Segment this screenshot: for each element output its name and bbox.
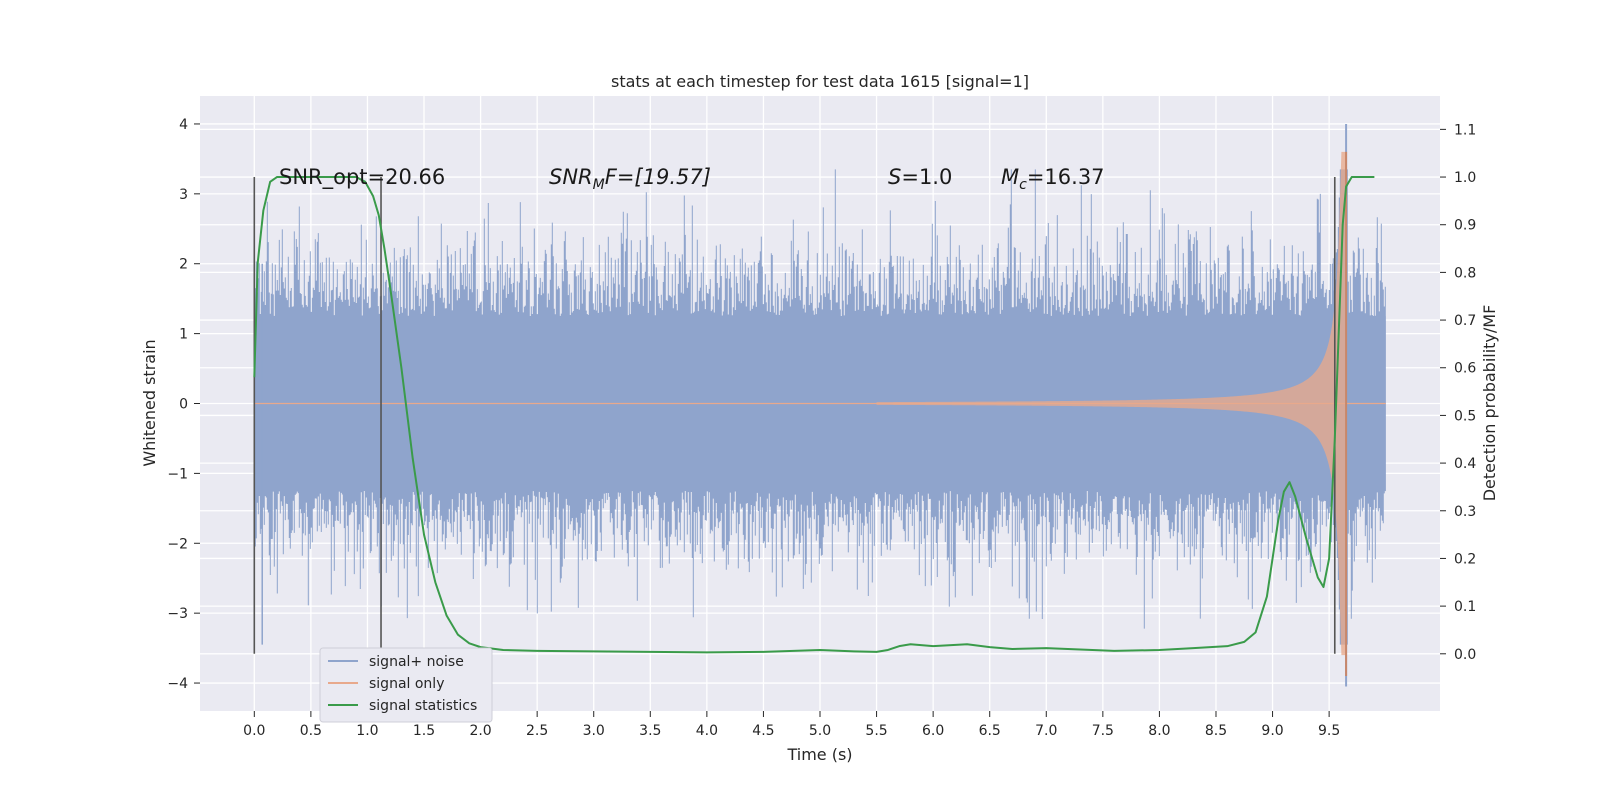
annotation-snr-opt: SNR_opt=20.66 [279, 165, 445, 190]
signal-only-chirp [876, 151, 1347, 656]
x-tick-label: 7.5 [1092, 723, 1114, 739]
y-tick-label: 4 [179, 117, 188, 133]
y-right-tick-label: 1.1 [1454, 122, 1476, 138]
x-tick-label: 1.5 [413, 723, 435, 739]
y-tick-label: 0 [179, 397, 188, 413]
x-tick-label: 9.5 [1318, 723, 1340, 739]
y-tick-label: 3 [179, 187, 188, 203]
legend-label-signal-statistics: signal statistics [369, 698, 477, 714]
y-right-tick-label: 0.2 [1454, 551, 1476, 567]
annotation-snr-mf: SNRMF=[19.57] [549, 165, 711, 193]
legend-box [319, 647, 493, 723]
y-right-tick-label: 0.1 [1454, 599, 1476, 615]
x-tick-label: 5.0 [809, 723, 831, 739]
annotation-mc-sub: c [1019, 177, 1027, 193]
y-tick-label: 1 [179, 327, 188, 343]
y-right-tick-label: 0.8 [1454, 265, 1476, 281]
annotation-s-value: S=1.0 [888, 165, 952, 189]
x-tick-label: 3.5 [639, 723, 661, 739]
x-axis-label: Time (s) [786, 745, 852, 764]
series-signal-only [254, 151, 1386, 677]
y-right-tick-label: 0.5 [1454, 408, 1476, 424]
x-tick-label: 3.0 [583, 723, 605, 739]
x-tick-label: 6.0 [922, 723, 944, 739]
annotation-s-italic: S [888, 165, 901, 189]
series-signal-statistics [253, 176, 1375, 654]
annotation-mc-tail: =16.37 [1027, 165, 1105, 189]
x-tick-label: 0.0 [243, 723, 265, 739]
y-right-tick-label: 0.7 [1454, 313, 1476, 329]
y-tick-label: −3 [167, 606, 188, 622]
legend-label-signal-only: signal only [369, 676, 444, 692]
y-right-tick-label: 0.4 [1454, 456, 1476, 472]
y-right-tick-label: 0.0 [1454, 647, 1476, 663]
annotation-snr-mf-base: SNR [549, 165, 593, 189]
x-tick-label: 2.0 [469, 723, 491, 739]
signal-statistics-line [253, 176, 1375, 654]
x-tick-label: 6.5 [979, 723, 1001, 739]
legend: signal+ noise signal only signal statist… [319, 647, 493, 723]
y-tick-label: 2 [179, 257, 188, 273]
annotation-mc-value: Mc=16.37 [1001, 165, 1105, 193]
chart-title: stats at each timestep for test data 161… [611, 72, 1029, 91]
y-axis-ticks: 4 3 2 1 0 −1 −2 −3 −4 [167, 117, 200, 692]
y-right-tick-label: 0.6 [1454, 361, 1476, 377]
x-tick-label: 1.0 [356, 723, 378, 739]
annotation-snr-mf-f: F=[19.57] [605, 165, 711, 189]
x-tick-label: 4.0 [696, 723, 718, 739]
legend-label-signal-plus-noise: signal+ noise [369, 654, 464, 670]
y-axis-label: Whitened strain [140, 339, 159, 466]
right-y-axis-label: Detection probability/MF [1480, 305, 1499, 502]
annotation-s-tail: =1.0 [901, 165, 952, 189]
x-tick-label: 4.5 [752, 723, 774, 739]
x-tick-label: 8.0 [1148, 723, 1170, 739]
y-right-tick-label: 1.0 [1454, 170, 1476, 186]
x-tick-label: 0.5 [300, 723, 322, 739]
x-axis-ticks: 0.0 0.5 1.0 1.5 2.0 2.5 3.0 3.5 4.0 4.5 5.0 5.5 6.0 6… [243, 711, 1340, 739]
annotation-snr-mf-sub: M [593, 177, 605, 193]
y-tick-label: −4 [167, 676, 188, 692]
annotation-mc-base: M [1001, 165, 1019, 189]
y-right-tick-label: 0.9 [1454, 218, 1476, 234]
x-tick-label: 7.0 [1035, 723, 1057, 739]
right-y-axis-ticks: 1.1 1.0 0.9 0.8 0.7 0.6 0.5 0.4 0.3 0.2 0.1 0.0 [1440, 122, 1476, 663]
y-tick-label: −2 [167, 536, 188, 552]
x-tick-label: 2.5 [526, 723, 548, 739]
y-right-tick-label: 0.3 [1454, 504, 1476, 520]
x-tick-label: 5.5 [865, 723, 887, 739]
x-tick-label: 9.0 [1261, 723, 1283, 739]
y-tick-label: −1 [167, 466, 188, 482]
x-tick-label: 8.5 [1205, 723, 1227, 739]
